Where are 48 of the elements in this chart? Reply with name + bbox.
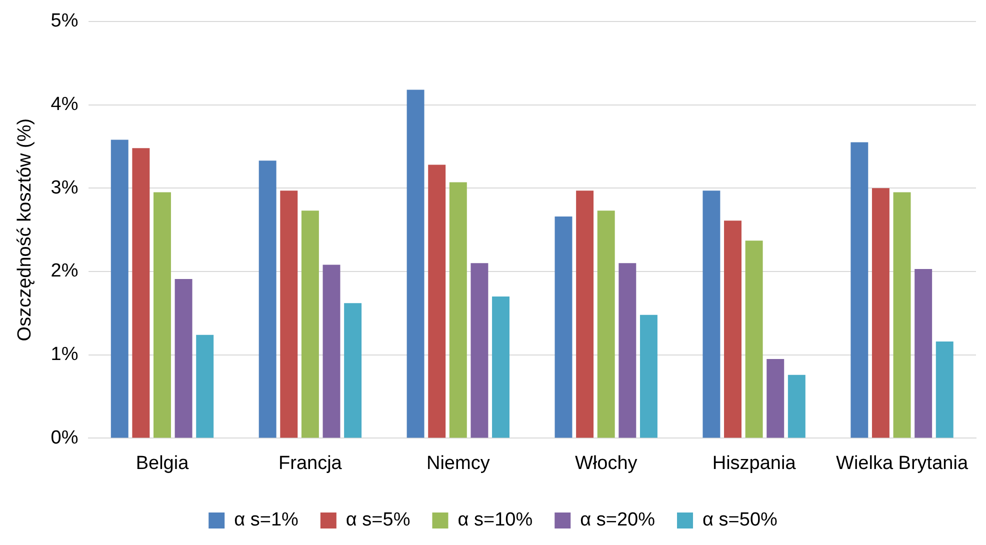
bar <box>788 374 806 438</box>
bar <box>154 192 171 438</box>
bar <box>850 142 868 438</box>
bar <box>936 342 954 438</box>
y-tick-label: 3% <box>50 177 78 198</box>
bar <box>914 268 932 438</box>
bar <box>618 263 636 438</box>
y-tick-label: 1% <box>50 344 78 366</box>
x-tick-label: Włochy <box>574 452 638 474</box>
bar <box>492 296 510 438</box>
bar <box>110 140 128 438</box>
bar <box>766 359 784 438</box>
y-axis-title: Oszczędność kosztów (%) <box>14 118 36 342</box>
legend-label: α s=50% <box>702 510 778 531</box>
legend-label: α s=20% <box>580 510 656 531</box>
bar <box>470 263 488 438</box>
y-tick-label: 4% <box>50 94 78 115</box>
bar <box>196 334 214 438</box>
bar <box>554 216 572 438</box>
bar <box>449 182 467 438</box>
bar <box>597 210 615 438</box>
x-tick-label: Francja <box>278 452 342 474</box>
x-tick-label: Wielka Brytania <box>836 452 968 474</box>
legend-label: α s=5% <box>346 510 410 531</box>
bar <box>724 220 742 438</box>
x-tick-label: Belgia <box>136 452 190 474</box>
bar <box>893 192 911 438</box>
x-tick-label: Niemcy <box>426 452 490 474</box>
bar <box>640 314 658 438</box>
bar <box>174 278 192 438</box>
y-tick-label: 5% <box>50 10 78 32</box>
bar <box>428 164 446 438</box>
legend-label: α s=1% <box>234 510 299 531</box>
bar <box>301 210 319 438</box>
bar <box>322 264 340 438</box>
y-tick-label: 0% <box>50 427 78 448</box>
bar <box>872 188 890 438</box>
bar <box>702 190 720 438</box>
bar <box>576 190 594 438</box>
bar <box>132 148 150 438</box>
bar <box>280 190 298 438</box>
bar <box>258 160 276 438</box>
bar <box>745 240 763 438</box>
y-tick-label: 2% <box>50 260 78 282</box>
legend-label: α s=10% <box>458 510 533 531</box>
bar <box>344 303 362 438</box>
bar <box>406 90 424 438</box>
x-tick-label: Hiszpania <box>712 452 796 474</box>
